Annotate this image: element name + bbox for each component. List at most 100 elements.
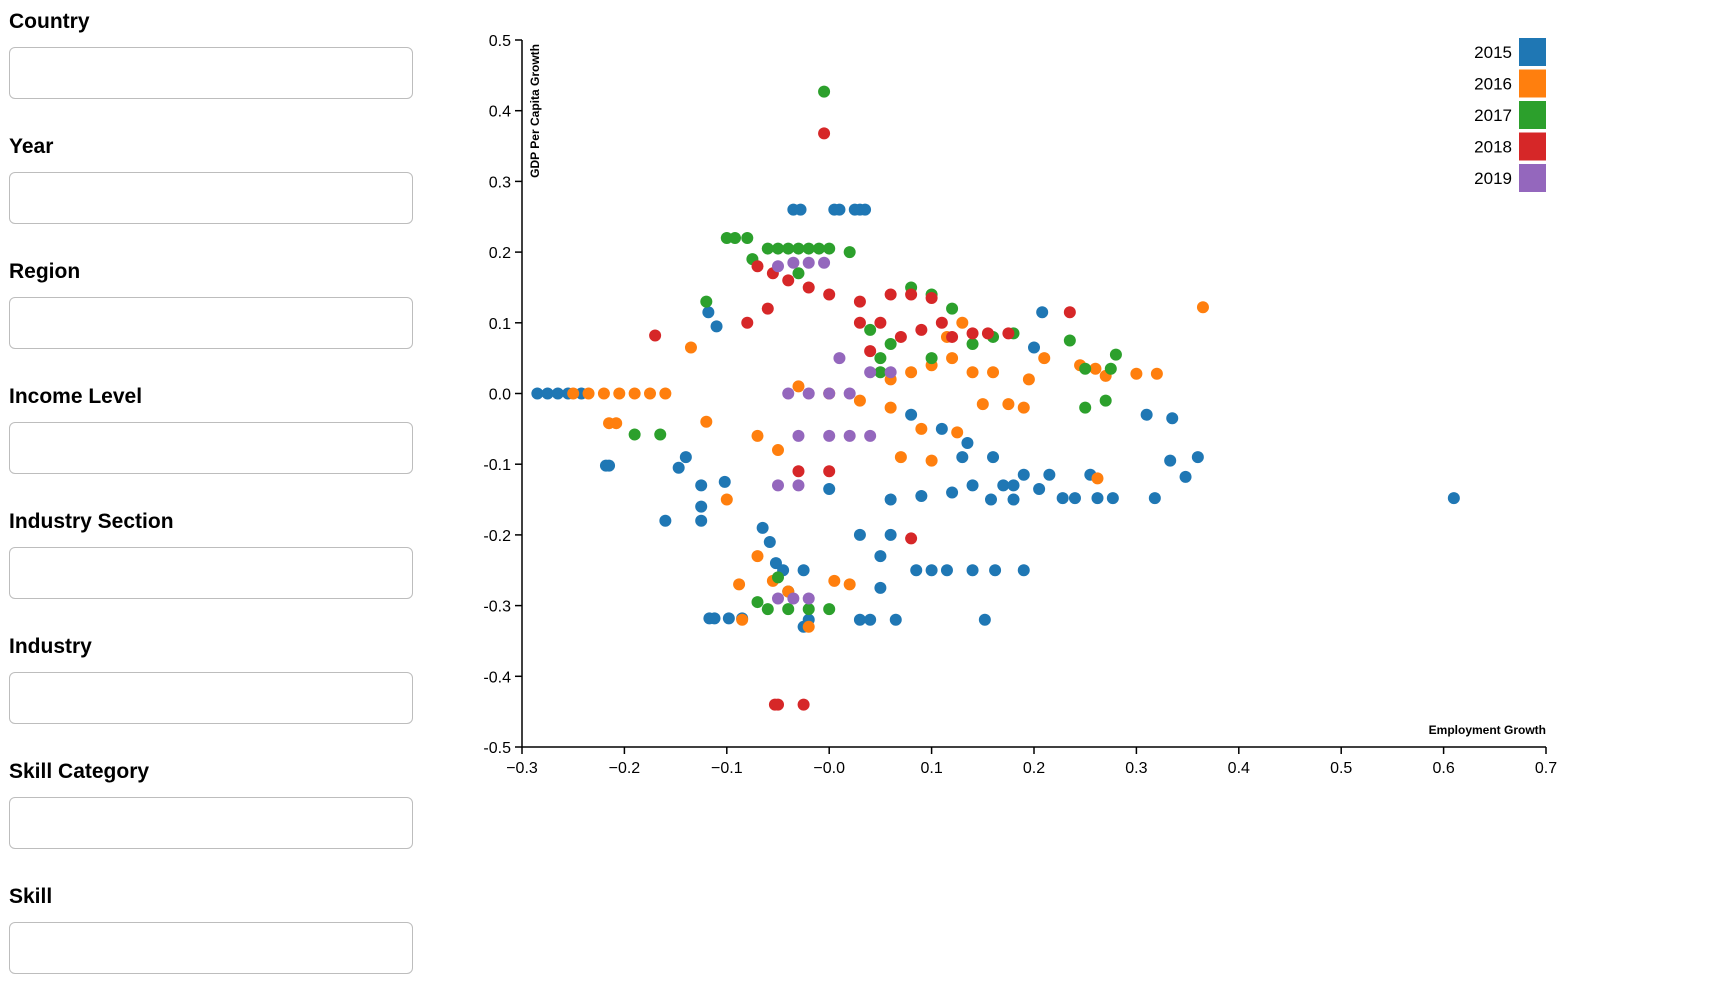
data-point [1007,479,1020,492]
data-point [859,203,872,216]
data-point [976,398,989,411]
data-point [823,465,836,478]
data-point [628,428,641,441]
data-point [802,281,815,294]
data-point [853,394,866,407]
data-point [1148,492,1161,505]
data-point [978,613,991,626]
data-point [751,596,764,609]
legend-swatch [1519,164,1546,192]
data-point [567,387,580,400]
data-point [989,564,1002,577]
data-point [874,366,887,379]
data-point [1109,348,1122,361]
filter-label: Year [9,135,54,158]
data-point [823,429,836,442]
points-layer [531,85,1460,711]
y-tick-label: -0.5 [483,740,511,757]
x-tick-label: −0.2 [609,760,641,777]
data-point [1028,341,1040,354]
x-tick-label: 0.5 [1330,760,1352,777]
series-2015 [531,203,1460,633]
y-tick-label: -0.2 [483,528,511,545]
skill-input[interactable] [9,922,413,974]
data-point [802,387,815,400]
legend-label: 2018 [1474,138,1512,157]
data-point [997,479,1010,492]
data-point [772,698,784,711]
region-input[interactable] [9,297,413,349]
data-point [1068,492,1081,505]
data-point [884,366,897,379]
data-point [1099,394,1112,407]
data-point [864,429,877,442]
year-input[interactable] [9,172,413,224]
data-point [818,85,831,98]
data-point [951,426,964,439]
data-point [1179,470,1192,483]
data-point [905,408,918,421]
data-point [853,528,866,541]
data-point [702,306,715,319]
legend-swatch [1519,132,1546,161]
series-2019 [772,256,897,605]
industry-input[interactable] [9,672,413,724]
filter-label: Skill [9,885,53,908]
data-point [843,246,856,259]
data-point [823,603,836,616]
data-point [628,387,641,400]
legend-label: 2017 [1474,106,1512,125]
legend-label: 2016 [1474,75,1512,94]
data-point [741,231,754,244]
data-point [741,316,754,329]
data-point [935,422,948,435]
data-point [792,380,805,393]
x-tick-label: 0.2 [1023,760,1045,777]
filter-panel: Country Year Region Income Level Industr… [9,0,414,1000]
data-point [802,603,815,616]
data-point [1164,454,1177,467]
data-point [853,613,866,626]
data-point [695,500,708,513]
y-tick-label: 0.1 [489,316,511,333]
data-point [728,231,741,244]
data-point [763,535,776,548]
data-point [833,203,846,216]
data-point [772,260,784,273]
income-level-input[interactable] [9,422,413,474]
data-point [956,451,969,464]
data-point [946,486,959,499]
legend-swatch [1519,101,1546,129]
filter-label: Income Level [9,385,143,408]
data-point [833,352,846,365]
data-point [654,428,667,441]
skill-category-input[interactable] [9,797,413,849]
data-point [961,436,974,449]
data-point [843,387,856,400]
data-point [1130,367,1143,380]
data-point [823,242,836,255]
filter-label: Industry [9,635,92,658]
filter-label: Region [9,260,81,283]
y-tick-label: 0.0 [489,387,511,404]
industry-section-input[interactable] [9,547,413,599]
y-tick-label: -0.1 [483,457,511,474]
filter-skill: Skill [9,875,414,1000]
filter-label: Country [9,10,90,33]
data-point [1002,398,1015,411]
data-point [761,242,774,255]
country-input[interactable] [9,47,413,99]
data-point [1038,352,1051,365]
data-point [720,493,733,506]
data-point [1150,367,1163,380]
data-point [1063,334,1076,347]
data-point [541,387,554,400]
y-tick-label: 0.2 [489,245,511,262]
data-point [1447,492,1460,505]
data-point [884,493,897,506]
data-point [905,532,918,545]
y-tick-label: 0.4 [489,104,511,121]
data-point [874,581,887,594]
data-point [966,366,979,379]
data-point [792,479,805,492]
